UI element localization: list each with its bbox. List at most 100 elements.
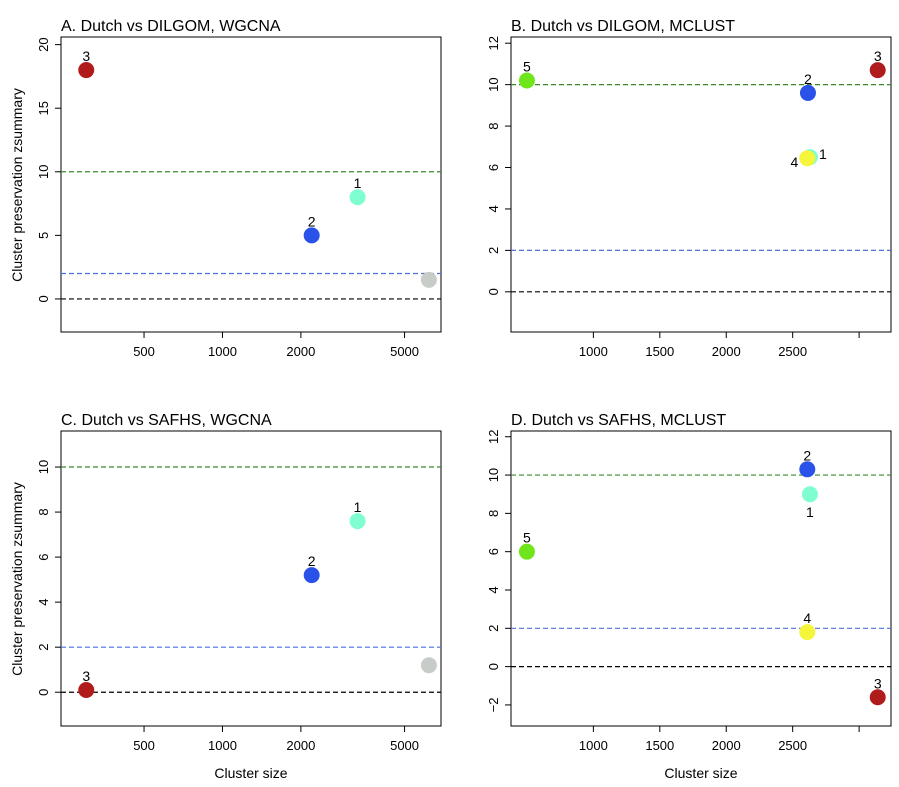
panel-d-point-label-2: 2 (803, 447, 811, 463)
panel-a-y-tick-label: 10 (36, 165, 51, 179)
panel-c-title: C. Dutch vs SAFHS, WGCNA (61, 412, 272, 429)
panel-a-plot-area (60, 36, 442, 333)
panel-b-x-axis: 1000 1500 2000 2500 (579, 332, 860, 359)
panel-b-point-3 (869, 62, 886, 79)
panel-c: C. Dutch vs SAFHS, WGCNA 500 1000 2000 5000… (9, 412, 442, 781)
panel-b-point-label-3: 3 (874, 48, 882, 64)
panel-c-y-tick-label: 0 (36, 689, 51, 696)
panel-b-y-tick-label: 0 (486, 288, 501, 295)
panel-b-x-tick-label: 1500 (645, 344, 674, 359)
panel-d-point-label-1: 1 (806, 504, 814, 520)
panel-d-point-label-3: 3 (874, 675, 882, 691)
panel-c-point-3 (78, 681, 95, 698)
panel-a-x-axis: 500 1000 2000 5000 (133, 332, 419, 359)
panel-c-plot-area (60, 430, 442, 727)
panel-d-y-tick-label: 8 (486, 510, 501, 517)
panel-a-x-tick-label: 1000 (208, 344, 237, 359)
panel-a-point-label-1: 1 (354, 175, 362, 191)
panel-a-reference-lines (61, 171, 441, 300)
panel-b-points: 5 3 2 1 4 (518, 48, 886, 170)
panel-a-x-tick-label: 2000 (286, 344, 315, 359)
panel-b-point-label-5: 5 (523, 59, 531, 75)
panel-b-y-tick-label: 8 (486, 122, 501, 129)
panel-b-y-tick-label: 12 (486, 36, 501, 50)
panel-d-y-tick-label: 4 (486, 586, 501, 593)
panel-d-x-tick-label: 2000 (712, 738, 741, 753)
panel-c-x-tick-label: 5000 (390, 738, 419, 753)
panel-b-point-5 (518, 72, 535, 89)
panel-d-x-tick-label: 2500 (778, 738, 807, 753)
panel-a-y-tick-label: 15 (36, 101, 51, 115)
panel-b-y-tick-label: 10 (486, 77, 501, 91)
panel-c-point-2 (303, 567, 320, 584)
panel-a-point-1 (349, 189, 366, 206)
panel-c-point-label-1: 1 (354, 499, 362, 515)
panel-d-point-1 (801, 486, 818, 503)
panel-d-points: 2 1 5 4 3 (518, 447, 886, 706)
panel-a-y-axis: 0 5 10 15 20 (36, 37, 61, 303)
panel-d-y-tick-label: 2 (486, 625, 501, 632)
panel-c-y-tick-label: 4 (36, 599, 51, 606)
panel-b-x-tick-label: 1000 (579, 344, 608, 359)
panel-a-point-grey (420, 271, 437, 288)
panel-b-point-label-2: 2 (804, 71, 812, 87)
panel-b: B. Dutch vs DILGOM, MCLUST 1000 1500 2000 2… (486, 18, 892, 359)
panel-d-y-tick-label: 12 (486, 430, 501, 444)
panel-d-point-4 (799, 624, 816, 641)
panel-a-x-tick-label: 5000 (390, 344, 419, 359)
panel-c-point-label-3: 3 (82, 668, 90, 684)
panel-d-point-3 (869, 689, 886, 706)
panel-d-point-label-4: 4 (803, 610, 811, 626)
panel-a-points: 3 1 2 (78, 48, 437, 288)
panel-a-y-tick-label: 20 (36, 37, 51, 51)
panel-d: D. Dutch vs SAFHS, MCLUST 1000 1500 2000 25… (486, 412, 892, 781)
panel-a-point-3 (78, 62, 95, 79)
panel-a-y-tick-label: 5 (36, 232, 51, 239)
panel-b-y-tick-label: 6 (486, 164, 501, 171)
panel-b-point-2 (799, 84, 816, 101)
panel-c-y-axis-title: Cluster preservation zsummary (9, 482, 25, 676)
panel-c-point-label-2: 2 (308, 553, 316, 569)
panel-d-y-tick-label: 10 (486, 468, 501, 482)
panel-c-y-tick-label: 10 (36, 460, 51, 474)
panel-d-x-axis: 1000 1500 2000 2500 (579, 726, 860, 753)
panel-b-x-tick-label: 2500 (778, 344, 807, 359)
panel-c-y-tick-label: 6 (36, 553, 51, 560)
panel-b-plot-area (510, 36, 892, 333)
panel-c-x-axis: 500 1000 2000 5000 (133, 726, 419, 753)
panel-b-title: B. Dutch vs DILGOM, MCLUST (511, 18, 735, 35)
panel-d-x-axis-title: Cluster size (664, 765, 737, 781)
panel-d-title: D. Dutch vs SAFHS, MCLUST (511, 412, 726, 429)
panel-c-x-tick-label: 2000 (286, 738, 315, 753)
panel-d-y-tick-label: 6 (486, 548, 501, 555)
panel-c-y-axis: 0 2 4 6 8 10 (36, 460, 61, 696)
panel-c-x-axis-title: Cluster size (214, 765, 287, 781)
panel-b-y-tick-label: 2 (486, 247, 501, 254)
panel-a-y-tick-label: 0 (36, 295, 51, 302)
panel-c-point-grey (420, 657, 437, 674)
panel-a-x-tick-label: 500 (133, 344, 155, 359)
panel-b-point-label-4: 4 (790, 154, 798, 170)
panel-d-point-label-5: 5 (523, 530, 531, 546)
panel-d-y-tick-label: −2 (486, 698, 501, 713)
panel-a-point-label-3: 3 (82, 48, 90, 64)
panel-d-x-tick-label: 1000 (579, 738, 608, 753)
panel-c-reference-lines (61, 466, 441, 693)
panel-a: A. Dutch vs DILGOM, WGCNA 500 1000 2000 500… (9, 18, 442, 359)
panel-a-title: A. Dutch vs DILGOM, WGCNA (61, 18, 281, 35)
panel-c-y-tick-label: 8 (36, 508, 51, 515)
panel-c-x-tick-label: 1000 (208, 738, 237, 753)
panel-b-y-axis: 0 2 4 6 8 10 12 (486, 36, 511, 295)
panel-c-point-1 (349, 513, 366, 530)
panel-b-point-label-1: 1 (819, 146, 827, 162)
panel-d-reference-lines (511, 474, 891, 668)
panel-c-points: 1 2 3 (78, 499, 437, 698)
panel-d-point-5 (518, 543, 535, 560)
panel-a-point-2 (303, 227, 320, 244)
panel-c-y-tick-label: 2 (36, 644, 51, 651)
panel-b-x-tick-label: 2000 (712, 344, 741, 359)
panel-d-x-tick-label: 1500 (645, 738, 674, 753)
panel-c-x-tick-label: 500 (133, 738, 155, 753)
panel-d-y-axis: −2 0 2 4 6 8 10 12 (486, 430, 511, 713)
